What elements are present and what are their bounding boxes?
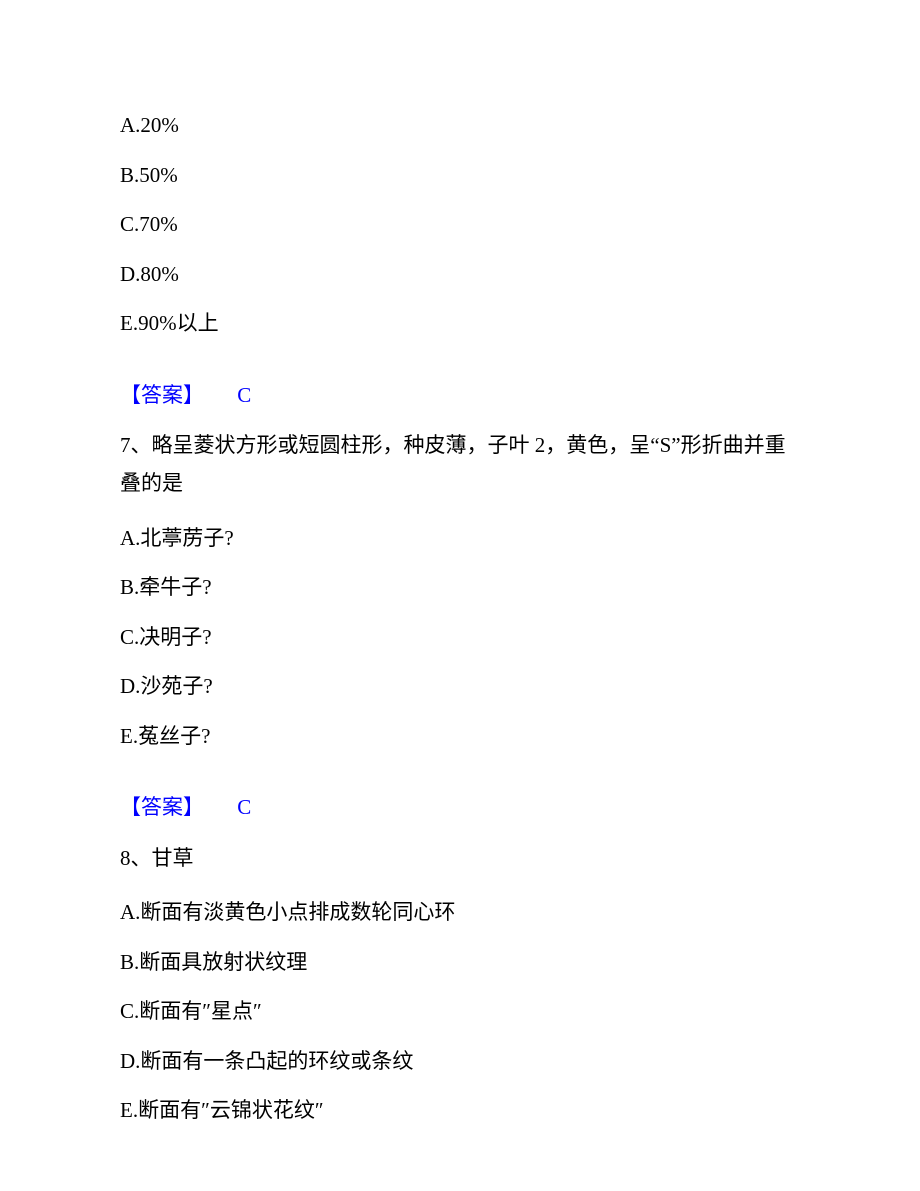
- q6-answer-value: C: [237, 383, 251, 407]
- q6-option-c: C.70%: [120, 209, 800, 241]
- question-8-options: A.断面有淡黄色小点排成数轮同心环 B.断面具放射状纹理 C.断面有″星点″ D…: [120, 897, 800, 1127]
- q8-option-c: C.断面有″星点″: [120, 996, 800, 1028]
- q8-option-e: E.断面有″云锦状花纹″: [120, 1095, 800, 1127]
- q7-answer: 【答案】 C: [120, 792, 800, 824]
- q6-answer-label: 【答案】: [120, 383, 204, 407]
- q7-answer-value: C: [237, 795, 251, 819]
- q8-stem: 8、甘草: [120, 840, 800, 878]
- q7-answer-label: 【答案】: [120, 795, 204, 819]
- q8-option-a: A.断面有淡黄色小点排成数轮同心环: [120, 897, 800, 929]
- question-7-options: A.北葶苈子? B.牵牛子? C.决明子? D.沙苑子? E.菟丝子?: [120, 523, 800, 753]
- q6-answer: 【答案】 C: [120, 380, 800, 412]
- q7-option-e: E.菟丝子?: [120, 721, 800, 753]
- q6-option-e: E.90%以上: [120, 308, 800, 340]
- question-6-options: A.20% B.50% C.70% D.80% E.90%以上: [120, 110, 800, 340]
- q8-option-d: D.断面有一条凸起的环纹或条纹: [120, 1046, 800, 1078]
- q7-option-c: C.决明子?: [120, 622, 800, 654]
- q6-option-d: D.80%: [120, 259, 800, 291]
- q7-option-d: D.沙苑子?: [120, 671, 800, 703]
- q6-option-a: A.20%: [120, 110, 800, 142]
- q6-option-b: B.50%: [120, 160, 800, 192]
- q7-option-b: B.牵牛子?: [120, 572, 800, 604]
- q7-stem: 7、略呈菱状方形或短圆柱形，种皮薄，子叶 2，黄色，呈“S”形折曲并重叠的是: [120, 427, 800, 503]
- q7-option-a: A.北葶苈子?: [120, 523, 800, 555]
- q8-option-b: B.断面具放射状纹理: [120, 947, 800, 979]
